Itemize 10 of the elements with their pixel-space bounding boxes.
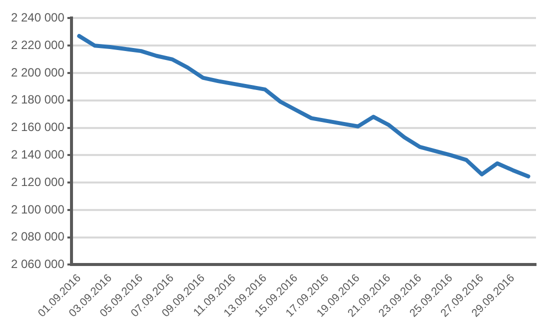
y-tick-label: 2 080 000 xyxy=(10,230,65,244)
y-tick-label: 2 120 000 xyxy=(10,174,65,189)
y-tick-label: 2 200 000 xyxy=(10,65,65,80)
y-tick-label: 2 180 000 xyxy=(10,92,65,107)
y-tick-label: 2 060 000 xyxy=(10,257,65,272)
y-tick-label: 2 160 000 xyxy=(10,120,65,134)
y-tick-label: 2 220 000 xyxy=(10,38,65,52)
y-tick-label: 2 100 000 xyxy=(10,202,65,216)
y-tick-label: 2 140 000 xyxy=(10,147,65,162)
y-tick-label: 2 240 000 xyxy=(10,10,65,25)
